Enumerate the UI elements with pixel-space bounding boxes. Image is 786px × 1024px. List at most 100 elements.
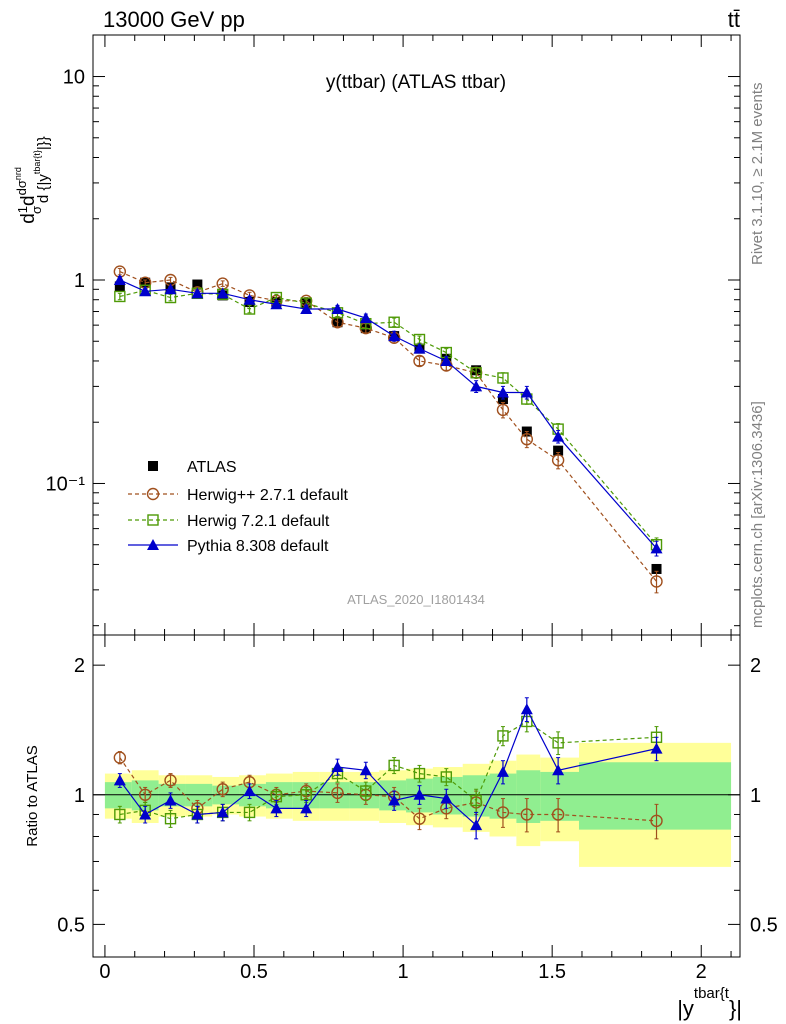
band-inner: [516, 770, 541, 823]
ratio-point: [270, 802, 283, 814]
ratio-point: [496, 806, 510, 819]
y-tick-label: 10: [63, 67, 85, 89]
legend-label: Herwig 7.2.1 default: [187, 513, 330, 530]
main-point: [331, 303, 344, 315]
x-tick-label: 0: [99, 961, 110, 983]
ratio-line: [119, 707, 657, 827]
legend-marker: [147, 539, 159, 550]
svg-text:|ytbar{t}|: |ytbar{t}|: [677, 985, 742, 1021]
main-line: [119, 271, 657, 582]
main-point: [359, 312, 372, 324]
main-point: [413, 342, 426, 354]
rivet-version-label: Rivet 3.1.10, ≥ 2.1M events: [749, 83, 766, 266]
x-axis-label: |ytbar{t}|: [677, 985, 742, 1021]
legend-marker: [148, 461, 158, 471]
main-point: [113, 274, 126, 286]
header-left: 13000 GeV pp: [103, 7, 245, 32]
main-line: [119, 279, 657, 549]
ratio-y-tick-label: 0.5: [57, 914, 85, 936]
ratio-point: [496, 765, 509, 777]
ratio-y-axis-label: Ratio to ATLAS: [24, 745, 41, 846]
main-point: [139, 285, 152, 297]
main-point: [388, 330, 401, 342]
ratio-point: [114, 808, 126, 821]
watermark: ATLAS_2020_I1801434: [347, 592, 485, 607]
ratio-point: [552, 764, 565, 776]
legend-marker: [147, 514, 159, 526]
ratio-point: [551, 808, 565, 821]
legend: ATLAS Herwig++ 2.7.1 default Herwig 7.2.1 …: [128, 459, 349, 555]
main-point: [496, 386, 509, 398]
ratio-point: [413, 788, 426, 800]
ratio-y-tick-label-right: 1: [750, 785, 761, 807]
main-point: [651, 563, 662, 574]
main-point: [497, 372, 509, 384]
x-tick-label: 2: [696, 961, 707, 983]
ratio-point: [243, 785, 256, 797]
x-tick-label: 1: [398, 961, 409, 983]
ratio-point: [331, 786, 344, 800]
svg-text:d1σddσnrdd {|ytbar{t}|}}: d1σddσnrdd {|ytbar{t}|}}: [13, 136, 52, 224]
ratio-point: [243, 806, 256, 819]
x-tick-label: 0.5: [240, 961, 268, 983]
main-point: [114, 281, 125, 292]
legend-label: Herwig++ 2.7.1 default: [187, 487, 349, 504]
ratio-point: [331, 761, 344, 773]
main-point: [650, 575, 663, 588]
main-point: [192, 279, 203, 290]
ratio-point: [413, 767, 426, 780]
ratio-line: [119, 757, 657, 822]
main-point: [552, 430, 565, 442]
y-tick-label: 10⁻¹: [46, 473, 86, 495]
main-point: [216, 287, 229, 299]
main-panel-ticks: 10 1 10⁻¹: [46, 67, 740, 627]
main-point: [440, 354, 453, 366]
ratio-point: [164, 774, 177, 787]
ratio-point: [388, 759, 400, 772]
main-title: y(ttbar) (ATLAS ttbar): [326, 72, 506, 93]
ratio-point: [191, 808, 204, 820]
ratio-panel-ticks: 2 2 1 1 0.5 0.5 0 0.5 1 1.5 2: [57, 35, 778, 983]
ratio-point: [650, 814, 663, 828]
ratio-y-tick-label: 2: [74, 655, 85, 677]
ratio-point: [470, 794, 482, 807]
main-y-axis-label: d1σddσnrdd {|ytbar{t}|}}: [13, 136, 52, 224]
ratio-point: [113, 774, 126, 786]
x-tick-label: 1.5: [538, 961, 566, 983]
ratio-point: [300, 802, 313, 814]
main-point: [243, 293, 256, 305]
main-point: [191, 287, 204, 299]
ratio-point: [650, 742, 663, 754]
legend-marker: [146, 487, 160, 501]
ratio-point: [164, 812, 177, 825]
mcplots-label: mcplots.cern.ch [arXiv:1306.3436]: [749, 401, 766, 628]
ratio-y-tick-label-right: 2: [750, 655, 761, 677]
main-point: [164, 283, 177, 295]
y-tick-label: 1: [74, 270, 85, 292]
data-marks: [113, 265, 663, 840]
main-point: [551, 454, 565, 467]
main-point: [114, 290, 126, 303]
band-inner: [540, 771, 579, 821]
legend-label: Pythia 8.308 default: [187, 538, 329, 555]
ratio-point: [216, 783, 229, 796]
legend-label: ATLAS: [187, 459, 237, 476]
ratio-panel-frame: [92, 634, 741, 958]
ratio-line: [119, 720, 657, 820]
ratio-uncertainty-bands: [93, 742, 740, 867]
header-right: tt̄: [728, 7, 740, 32]
ratio-y-tick-label-right: 0.5: [750, 914, 778, 936]
ratio-y-tick-label: 1: [74, 785, 85, 807]
main-point: [520, 386, 533, 398]
main-point: [388, 316, 400, 328]
main-point: [270, 298, 283, 310]
main-point: [470, 367, 482, 379]
ratio-point: [497, 730, 509, 742]
ratio-point: [138, 788, 152, 801]
ratio-point: [360, 785, 372, 797]
ratio-point: [520, 703, 533, 715]
ratio-point: [216, 806, 229, 818]
main-point: [650, 542, 663, 554]
ratio-point: [113, 751, 127, 764]
